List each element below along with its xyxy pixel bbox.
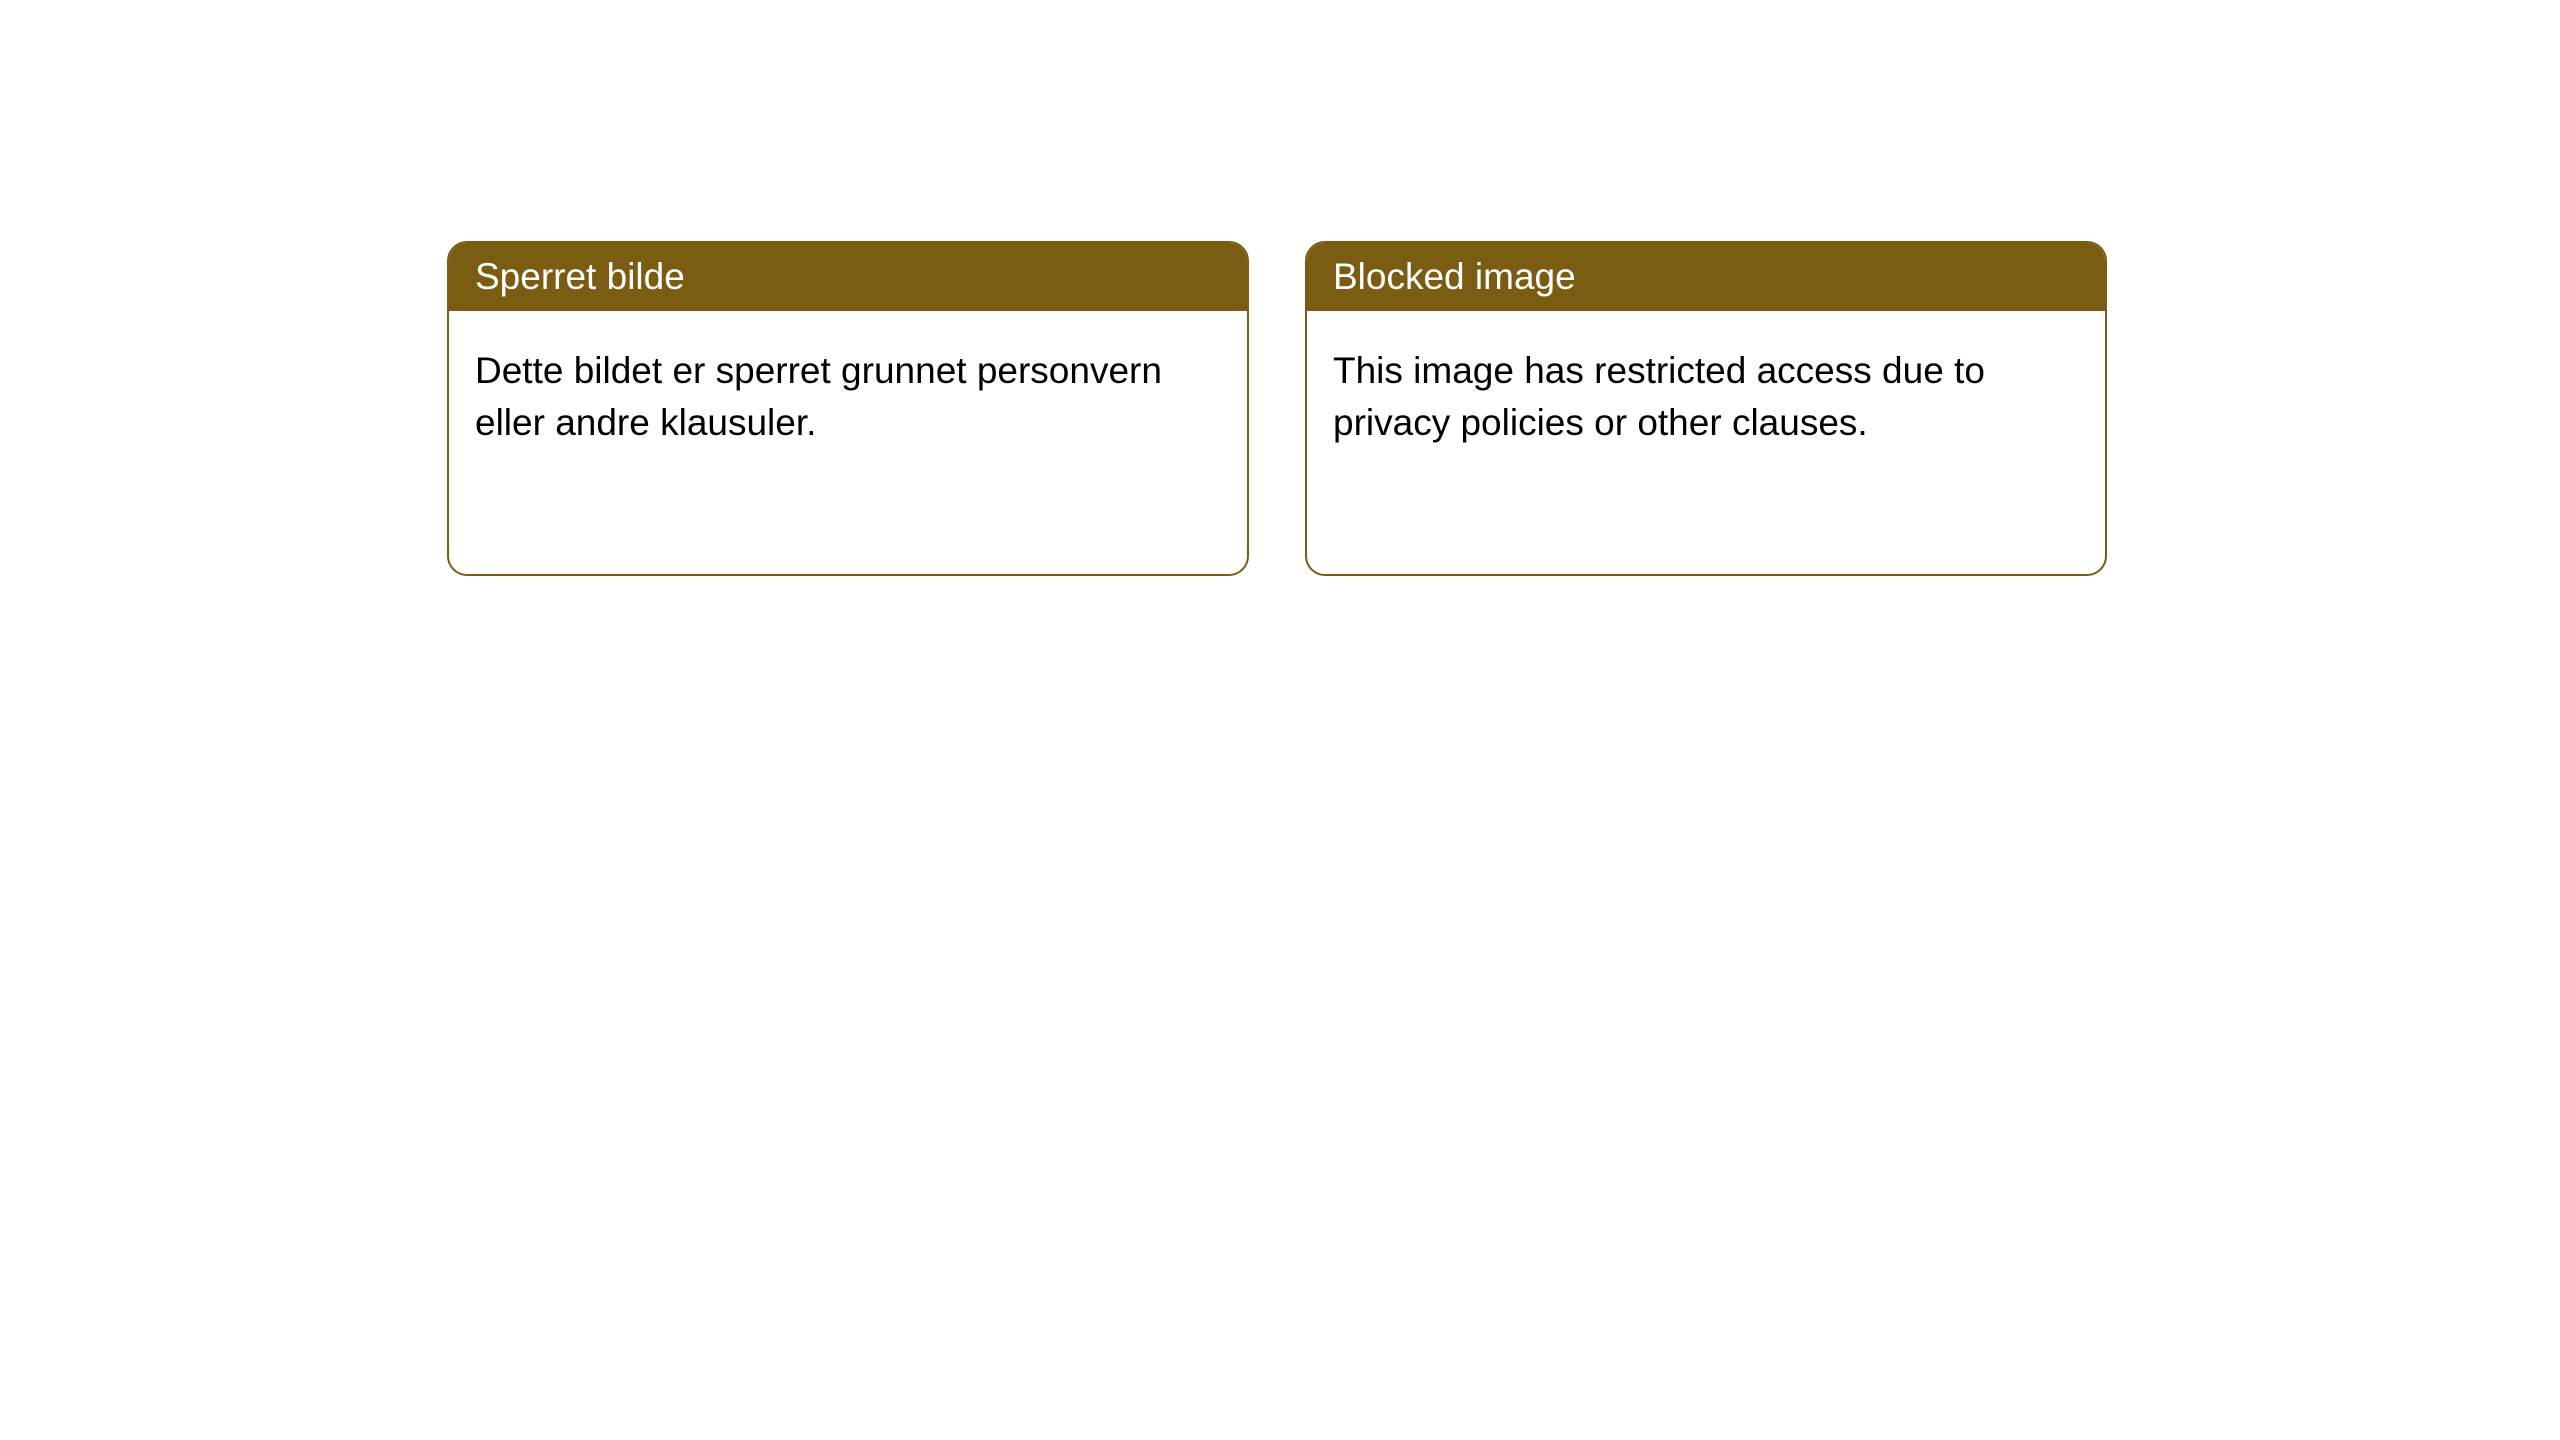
notice-header: Blocked image	[1307, 243, 2105, 311]
notice-title: Blocked image	[1333, 256, 1576, 297]
notice-box-english: Blocked image This image has restricted …	[1305, 241, 2107, 576]
notice-body: Dette bildet er sperret grunnet personve…	[449, 311, 1247, 483]
notice-box-norwegian: Sperret bilde Dette bildet er sperret gr…	[447, 241, 1249, 576]
notice-body-text: Dette bildet er sperret grunnet personve…	[475, 350, 1162, 443]
notice-body-text: This image has restricted access due to …	[1333, 350, 1985, 443]
notice-title: Sperret bilde	[475, 256, 685, 297]
notice-container: Sperret bilde Dette bildet er sperret gr…	[0, 0, 2560, 576]
notice-header: Sperret bilde	[449, 243, 1247, 311]
notice-body: This image has restricted access due to …	[1307, 311, 2105, 483]
